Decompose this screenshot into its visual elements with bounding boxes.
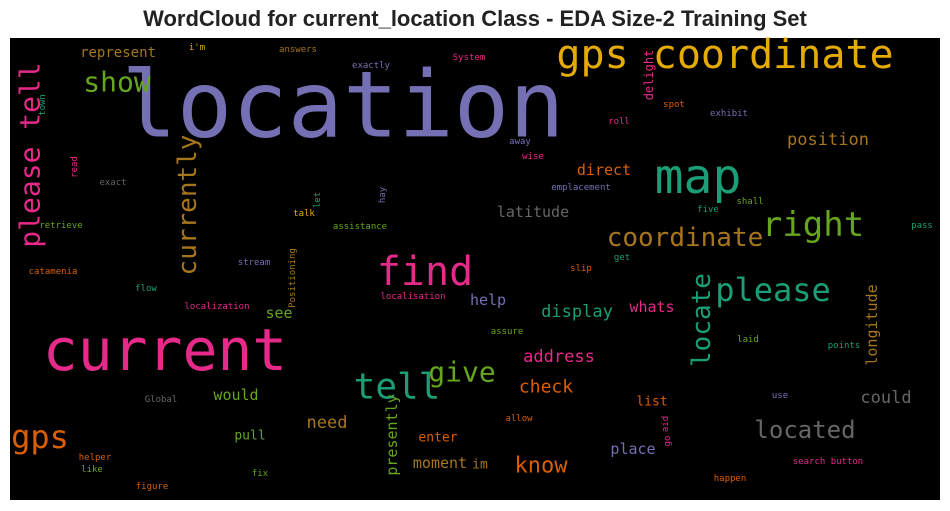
word: enter bbox=[418, 431, 457, 446]
word: catamenia bbox=[29, 267, 78, 277]
word: figure bbox=[136, 482, 169, 492]
word: give bbox=[428, 356, 495, 389]
word: presently bbox=[383, 394, 401, 475]
word: exhibit bbox=[710, 109, 748, 119]
word: please tell bbox=[14, 62, 47, 247]
word: address bbox=[523, 347, 595, 367]
word: aid bbox=[661, 416, 671, 432]
word: search button bbox=[793, 457, 863, 467]
word: hay bbox=[378, 186, 388, 203]
word: localization bbox=[184, 302, 249, 312]
word: roll bbox=[608, 117, 630, 127]
word: i'm bbox=[189, 43, 205, 53]
word: happen bbox=[714, 474, 747, 484]
word: please bbox=[715, 271, 831, 309]
word: Global bbox=[145, 395, 178, 405]
word: answers bbox=[279, 45, 317, 55]
word: exact bbox=[99, 178, 126, 188]
word: five bbox=[697, 205, 719, 215]
word: pass bbox=[911, 221, 933, 231]
word: read bbox=[70, 156, 80, 178]
word: check bbox=[519, 377, 573, 398]
word: moment bbox=[413, 454, 467, 472]
word: direct bbox=[577, 161, 631, 179]
word: display bbox=[541, 302, 613, 322]
word: emplacement bbox=[551, 183, 611, 193]
word: points bbox=[828, 341, 861, 351]
word: away bbox=[509, 137, 531, 147]
word: retrieve bbox=[39, 221, 82, 231]
word: talk bbox=[293, 209, 315, 219]
word: shall bbox=[736, 197, 763, 207]
word: tell bbox=[354, 367, 441, 408]
word: Positioning bbox=[288, 248, 298, 308]
word: spot bbox=[663, 100, 685, 110]
word: localisation bbox=[380, 292, 445, 302]
word: find bbox=[377, 249, 473, 295]
word: pull bbox=[234, 429, 265, 444]
word: know bbox=[515, 454, 569, 479]
cloud-background bbox=[10, 38, 940, 500]
word: position bbox=[787, 130, 869, 150]
word: fix bbox=[252, 469, 269, 479]
word: would bbox=[213, 386, 258, 404]
word: need bbox=[307, 413, 348, 433]
word-cloud: location current gps coordinate map please t… bbox=[11, 32, 933, 492]
word: laid bbox=[737, 335, 759, 345]
word: show bbox=[83, 66, 151, 99]
word: whats bbox=[629, 298, 674, 316]
word: use bbox=[772, 391, 788, 401]
word: System bbox=[453, 53, 486, 63]
word: assistance bbox=[333, 222, 387, 232]
word: gps bbox=[11, 418, 69, 456]
word: flow bbox=[135, 284, 157, 294]
word: help bbox=[470, 291, 506, 309]
word: slip bbox=[570, 264, 592, 274]
word: im bbox=[472, 458, 488, 473]
word: located bbox=[754, 416, 855, 444]
word: latitude bbox=[497, 203, 569, 221]
word: let bbox=[313, 192, 323, 208]
word: wise bbox=[522, 152, 544, 162]
word: helper bbox=[79, 453, 112, 463]
word: right bbox=[762, 205, 864, 245]
word: represent bbox=[80, 45, 156, 61]
word: stream bbox=[238, 258, 271, 268]
word: map bbox=[655, 149, 742, 205]
word: longitude bbox=[863, 284, 881, 365]
word: location bbox=[121, 52, 564, 159]
word: delight bbox=[642, 50, 656, 101]
word: place bbox=[610, 440, 655, 458]
word: exactly bbox=[352, 61, 391, 71]
word: current bbox=[43, 316, 287, 384]
word: see bbox=[265, 304, 292, 322]
word: allow bbox=[505, 414, 533, 424]
word: get bbox=[614, 253, 630, 263]
chart-title: WordCloud for current_location Class - E… bbox=[143, 6, 807, 31]
word: coordinate bbox=[607, 223, 764, 253]
word: town bbox=[38, 94, 48, 116]
word: like bbox=[81, 465, 103, 475]
word: locate bbox=[687, 273, 717, 367]
word: assure bbox=[491, 327, 524, 337]
word: could bbox=[860, 388, 911, 408]
word: list bbox=[636, 395, 667, 410]
word: currently bbox=[173, 135, 203, 276]
word: gps coordinate bbox=[556, 32, 893, 78]
word: go bbox=[663, 436, 673, 447]
